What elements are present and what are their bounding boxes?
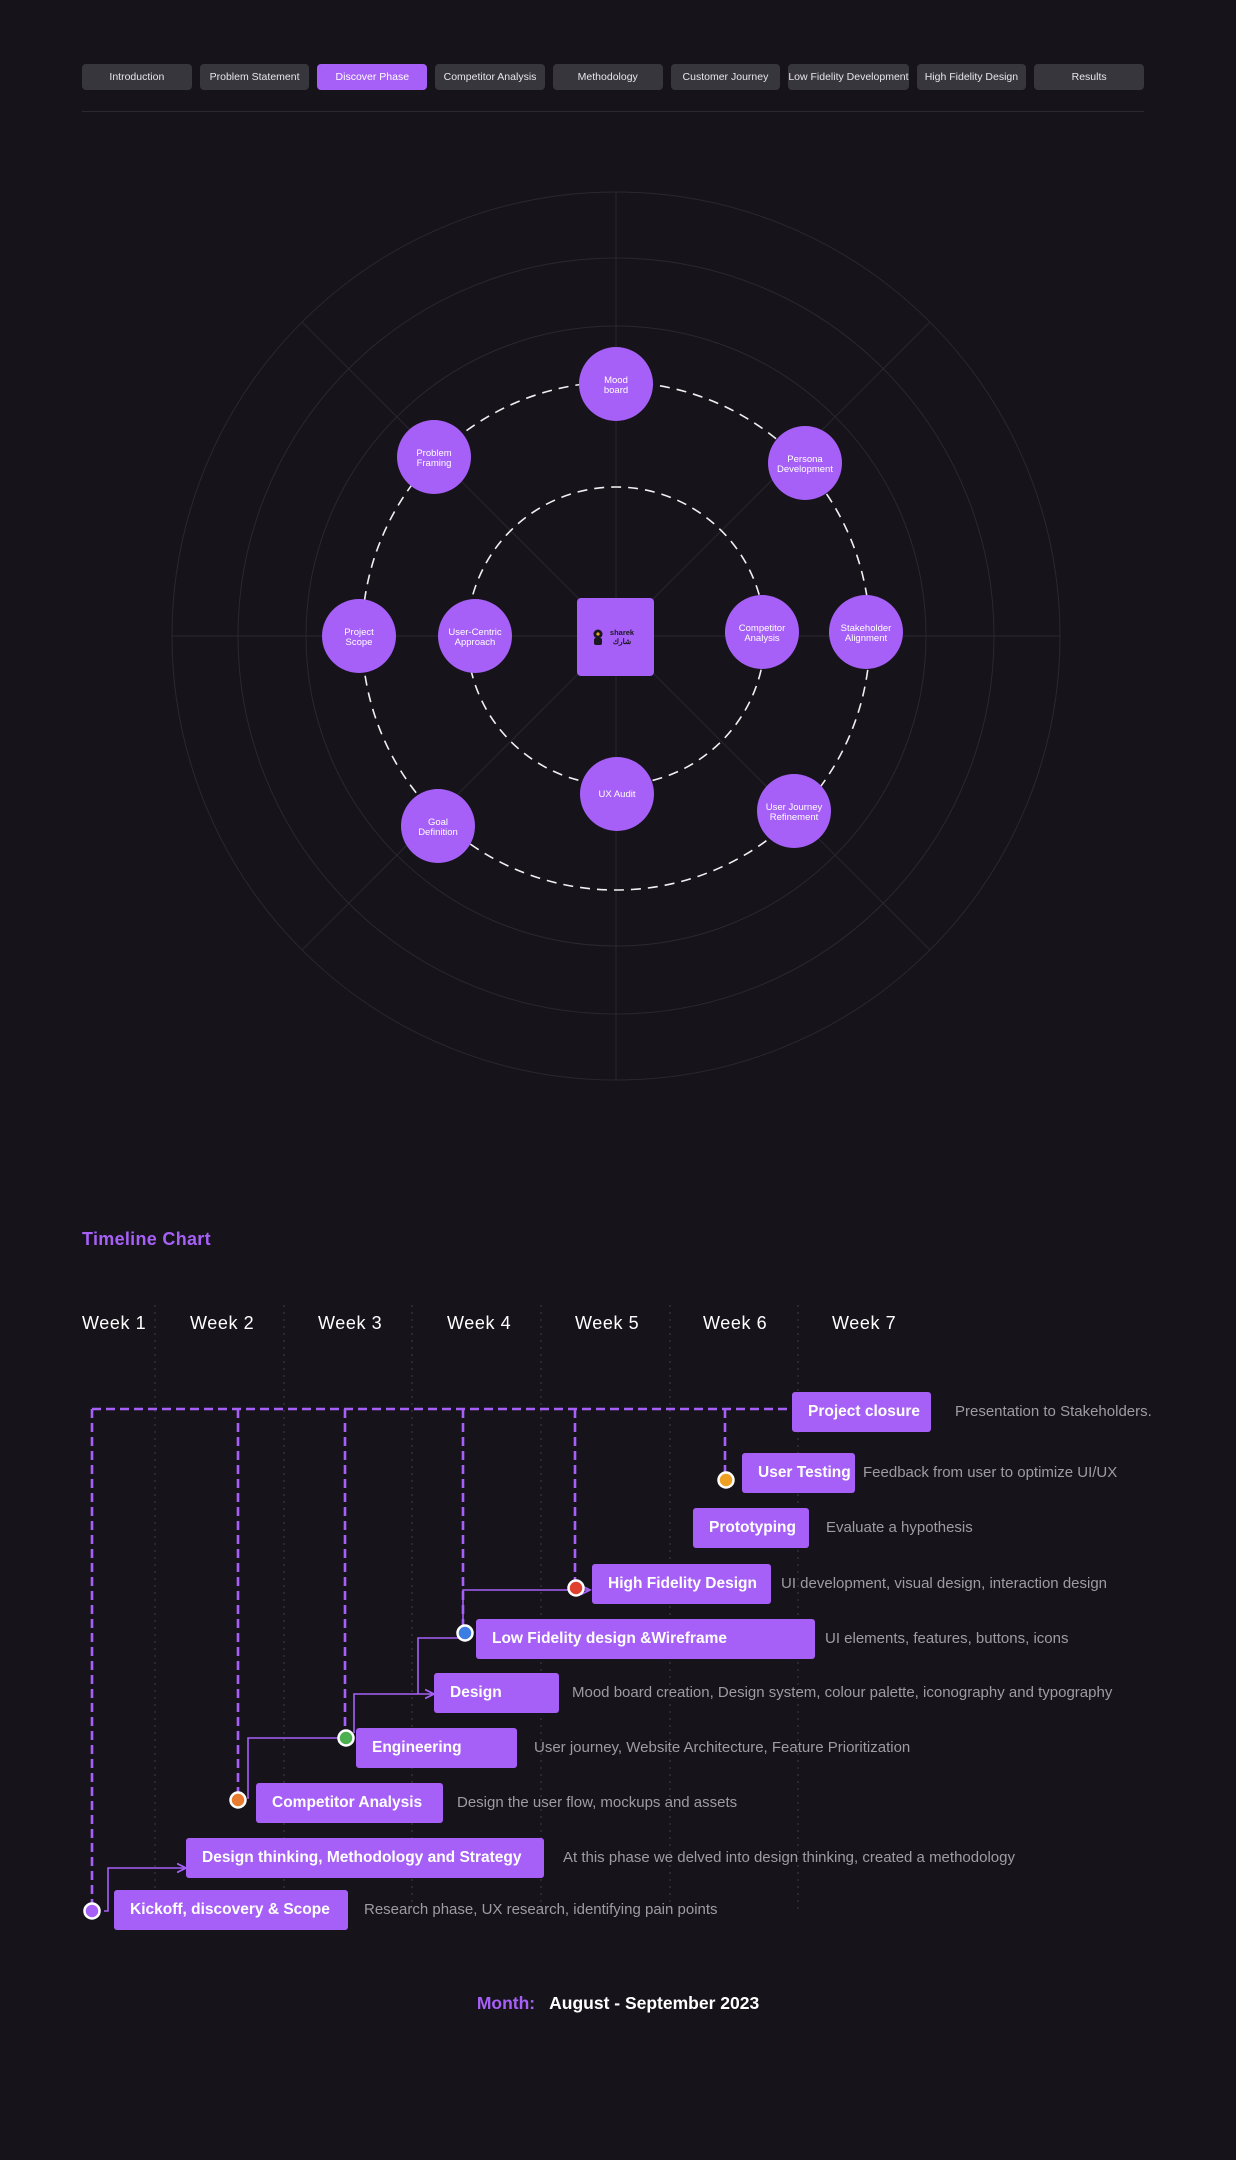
task-kickoff[interactable]: Kickoff, discovery & Scope <box>114 1890 348 1930</box>
task-design-thinking-desc: At this phase we delved into design thin… <box>563 1849 1015 1866</box>
svg-text:Mood: Mood <box>604 375 628 386</box>
logo-text-en: sharek <box>610 628 635 637</box>
svg-text:User-Centric: User-Centric <box>448 627 502 638</box>
svg-text:Alignment: Alignment <box>845 633 888 644</box>
tab-results[interactable]: Results <box>1034 64 1144 90</box>
task-design[interactable]: Design <box>434 1673 559 1713</box>
month-value: August - September 2023 <box>549 1993 760 2013</box>
svg-text:board: board <box>604 385 628 396</box>
tab-high-fidelity-design[interactable]: High Fidelity Design <box>916 64 1027 90</box>
tab-methodology[interactable]: Methodology <box>552 64 663 90</box>
node-persona-development[interactable]: Persona Development <box>768 426 842 500</box>
week-2-label: Week 2 <box>190 1313 255 1333</box>
phase-nav: Introduction Problem Statement Discover … <box>82 64 1144 90</box>
sharek-logo-icon <box>593 629 603 645</box>
task-user-testing-desc: Feedback from user to optimize UI/UX <box>863 1464 1118 1481</box>
week-6-label: Week 6 <box>703 1313 768 1333</box>
month-caption: Month: August - September 2023 <box>0 1993 1236 2014</box>
svg-text:User Journey: User Journey <box>766 802 823 813</box>
task-low-fidelity-wireframe-desc: UI elements, features, buttons, icons <box>825 1630 1069 1647</box>
solid-flow-connectors <box>104 1590 590 1912</box>
week-7-label: Week 7 <box>832 1313 897 1333</box>
node-competitor-analysis[interactable]: Competitor Analysis <box>725 595 799 669</box>
node-mood-board[interactable]: Mood board <box>579 347 653 421</box>
svg-text:Refinement: Refinement <box>770 812 819 823</box>
discover-radial-diagram: sharek شارك Mood board Persona Developme… <box>171 191 1061 1081</box>
timeline-title: Timeline Chart <box>82 1229 211 1249</box>
nav-divider <box>82 111 1144 112</box>
week-5-label: Week 5 <box>575 1313 640 1333</box>
week-4-label: Week 4 <box>447 1313 512 1333</box>
svg-text:Stakeholder: Stakeholder <box>841 623 892 634</box>
node-problem-framing[interactable]: Problem Framing <box>397 420 471 494</box>
svg-text:Scope: Scope <box>346 637 373 648</box>
node-user-journey-refinement[interactable]: User Journey Refinement <box>757 774 831 848</box>
marker-user-testing <box>717 1471 735 1489</box>
marker-low-fidelity <box>456 1624 474 1642</box>
task-prototyping-desc: Evaluate a hypothesis <box>826 1519 973 1536</box>
node-goal-definition[interactable]: Goal Definition <box>401 789 475 863</box>
tab-problem-statement[interactable]: Problem Statement <box>199 64 310 90</box>
month-label: Month: <box>476 1993 536 2013</box>
svg-text:Analysis: Analysis <box>744 633 780 644</box>
tab-customer-journey[interactable]: Customer Journey <box>670 64 781 90</box>
svg-text:Goal: Goal <box>428 817 448 828</box>
svg-text:UX Audit: UX Audit <box>599 789 636 800</box>
tab-introduction[interactable]: Introduction <box>82 64 192 90</box>
node-project-scope[interactable]: Project Scope <box>322 599 396 673</box>
task-design-desc: Mood board creation, Design system, colo… <box>572 1684 1113 1701</box>
week-separators <box>154 1305 799 1910</box>
svg-text:Framing: Framing <box>417 458 452 469</box>
node-stakeholder-alignment[interactable]: Stakeholder Alignment <box>829 595 903 669</box>
tab-competitor-analysis[interactable]: Competitor Analysis <box>435 64 545 90</box>
svg-text:Competitor: Competitor <box>739 623 785 634</box>
dashed-dependency-lines <box>90 1407 792 1903</box>
task-prototyping[interactable]: Prototyping <box>693 1508 809 1548</box>
task-high-fidelity-design-desc: UI development, visual design, interacti… <box>781 1575 1108 1592</box>
marker-competitor-analysis <box>229 1791 247 1809</box>
week-3-label: Week 3 <box>318 1313 383 1333</box>
node-ux-audit[interactable]: UX Audit <box>580 757 654 831</box>
center-logo[interactable]: sharek شارك <box>577 598 654 676</box>
task-competitor-analysis[interactable]: Competitor Analysis <box>256 1783 443 1823</box>
task-engineering[interactable]: Engineering <box>356 1728 517 1768</box>
task-project-closure-desc: Presentation to Stakeholders. <box>955 1403 1152 1420</box>
svg-text:Development: Development <box>777 464 833 475</box>
task-kickoff-desc: Research phase, UX research, identifying… <box>364 1901 718 1918</box>
node-user-centric-approach[interactable]: User-Centric Approach <box>438 599 512 673</box>
task-competitor-analysis-desc: Design the user flow, mockups and assets <box>457 1794 738 1811</box>
marker-kickoff <box>83 1902 101 1920</box>
tab-discover-phase[interactable]: Discover Phase <box>317 64 428 90</box>
tab-low-fidelity-development[interactable]: Low Fidelity Development <box>788 64 909 90</box>
svg-text:Problem: Problem <box>416 448 451 459</box>
svg-text:Approach: Approach <box>455 637 496 648</box>
svg-text:Definition: Definition <box>418 827 458 838</box>
marker-high-fidelity <box>567 1579 585 1597</box>
task-design-thinking[interactable]: Design thinking, Methodology and Strateg… <box>186 1838 544 1878</box>
week-1-label: Week 1 <box>82 1313 147 1333</box>
marker-engineering <box>337 1729 355 1747</box>
task-high-fidelity-design[interactable]: High Fidelity Design <box>592 1564 771 1604</box>
svg-text:Persona: Persona <box>787 454 823 465</box>
task-low-fidelity-wireframe[interactable]: Low Fidelity design &Wireframe <box>476 1619 815 1659</box>
task-engineering-desc: User journey, Website Architecture, Feat… <box>534 1739 911 1756</box>
svg-text:Project: Project <box>344 627 374 638</box>
task-project-closure[interactable]: Project closure <box>792 1392 931 1432</box>
task-user-testing[interactable]: User Testing <box>742 1453 855 1493</box>
logo-text-ar: شارك <box>613 637 632 647</box>
